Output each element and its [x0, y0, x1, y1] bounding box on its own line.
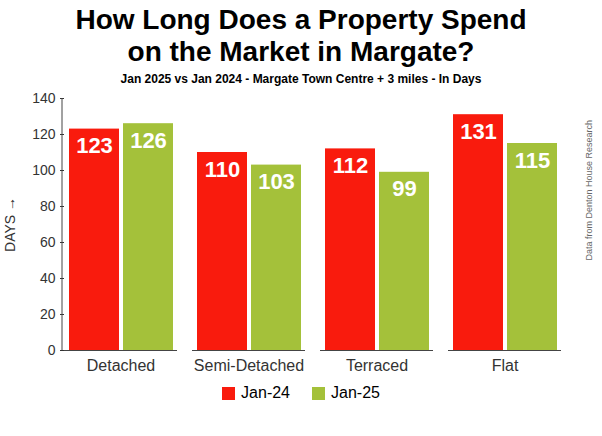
svg-text:20: 20 — [40, 306, 56, 322]
svg-text:131: 131 — [460, 119, 497, 144]
svg-text:123: 123 — [76, 133, 113, 158]
svg-text:99: 99 — [392, 176, 416, 201]
svg-text:DAYS →: DAYS → — [2, 197, 18, 252]
html-text:Jan-24: Jan-24 — [241, 384, 290, 401]
svg-text:115: 115 — [515, 148, 551, 173]
svg-text:Detached: Detached — [87, 357, 156, 374]
html-text:How Long Does a Property Spend: How Long Does a Property Spend on the Ma… — [75, 4, 527, 67]
svg-text:100: 100 — [32, 162, 56, 178]
svg-text:126: 126 — [130, 128, 167, 153]
svg-text:60: 60 — [40, 234, 56, 250]
svg-text:103: 103 — [258, 169, 295, 194]
svg-text:112: 112 — [333, 153, 369, 178]
html-text:Jan-25: Jan-25 — [331, 384, 380, 401]
svg-text:0: 0 — [48, 342, 56, 358]
svg-text:Terraced: Terraced — [346, 357, 408, 374]
svg-text:80: 80 — [40, 198, 56, 214]
svg-text:140: 140 — [32, 90, 56, 106]
svg-text:Semi-Detached: Semi-Detached — [194, 357, 304, 374]
svg-text:Flat: Flat — [492, 357, 519, 374]
svg-text:120: 120 — [32, 126, 56, 142]
html-text:Jan 2025 vs Jan 2024 - Margate: Jan 2025 vs Jan 2024 - Margate Town Cent… — [120, 72, 482, 86]
svg-text:110: 110 — [205, 157, 241, 182]
svg-text:40: 40 — [40, 270, 56, 286]
html-text:Data from Denton House Researc: Data from Denton House Research — [584, 120, 594, 261]
